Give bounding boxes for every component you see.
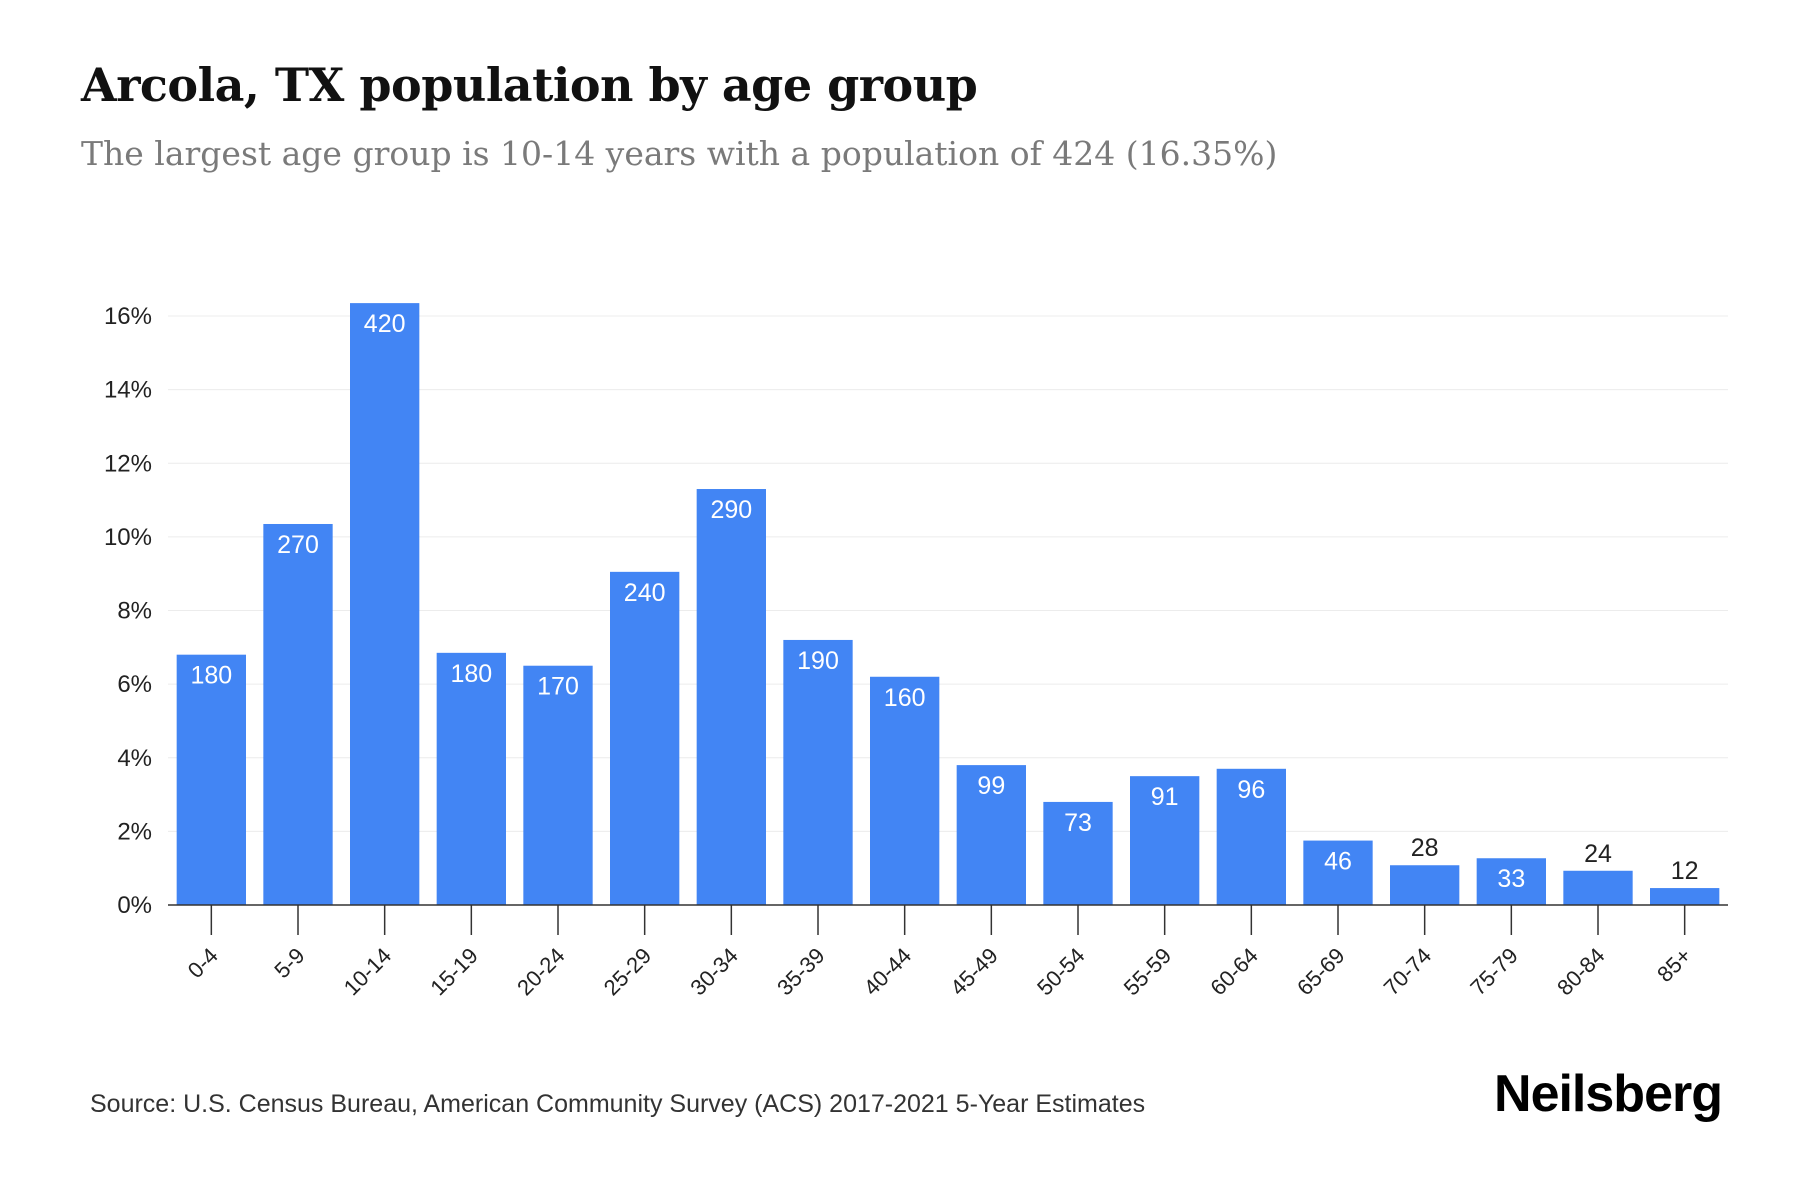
x-tick-label: 20-24 bbox=[512, 943, 569, 1000]
data-label: 12 bbox=[1671, 857, 1699, 885]
x-axis bbox=[168, 904, 1728, 935]
x-tick-label: 65-69 bbox=[1292, 943, 1349, 1000]
y-tick-label: 14% bbox=[104, 377, 152, 404]
data-label: 190 bbox=[797, 647, 839, 675]
data-label: 96 bbox=[1237, 776, 1265, 804]
bar-15-19 bbox=[436, 652, 506, 905]
bar-65-69 bbox=[1303, 840, 1373, 905]
x-tick-label: 40-44 bbox=[859, 943, 916, 1000]
data-label: 270 bbox=[277, 531, 319, 559]
data-labels: 180 270 420 180 170 240 290 190 160 99 73 91 96 46 28 3… bbox=[190, 310, 1698, 893]
y-tick-label: 2% bbox=[117, 818, 152, 845]
chart-title: Arcola, TX population by age group bbox=[81, 58, 978, 112]
x-tick-label: 35-39 bbox=[772, 943, 829, 1000]
chart-subtitle: The largest age group is 10-14 years wit… bbox=[81, 134, 1278, 173]
bar-80-84 bbox=[1563, 870, 1633, 905]
x-tick-label: 0-4 bbox=[183, 943, 223, 983]
grid-lines bbox=[168, 315, 1728, 906]
data-label: 240 bbox=[624, 579, 666, 607]
bar-55-59 bbox=[1130, 776, 1200, 905]
x-tick-label: 10-14 bbox=[339, 943, 396, 1000]
data-label: 91 bbox=[1151, 783, 1179, 811]
data-label: 99 bbox=[977, 772, 1005, 800]
data-label: 33 bbox=[1497, 865, 1525, 893]
bar-25-29 bbox=[610, 571, 680, 905]
x-tick-label: 80-84 bbox=[1552, 943, 1609, 1000]
data-label: 24 bbox=[1584, 840, 1612, 868]
x-tick-label: 15-19 bbox=[425, 943, 482, 1000]
data-label: 160 bbox=[884, 684, 926, 712]
x-tick-label: 75-79 bbox=[1465, 943, 1522, 1000]
data-label: 170 bbox=[537, 673, 579, 701]
bar-30-34 bbox=[696, 489, 766, 905]
y-tick-label: 4% bbox=[117, 745, 152, 772]
source-note: Source: U.S. Census Bureau, American Com… bbox=[90, 1090, 1146, 1118]
data-label: 180 bbox=[450, 660, 492, 688]
bar-45-49 bbox=[956, 765, 1026, 905]
x-tick-label: 50-54 bbox=[1032, 943, 1089, 1000]
bar-40-44 bbox=[870, 676, 940, 905]
x-tick-label: 70-74 bbox=[1379, 943, 1436, 1000]
data-label: 420 bbox=[364, 310, 406, 338]
data-label: 46 bbox=[1324, 848, 1352, 876]
x-tick-label: 30-34 bbox=[685, 943, 742, 1000]
x-tick-label: 25-29 bbox=[599, 943, 656, 1000]
y-axis-ticks: 0% 2% 4% 6% 8% 10% 12% 14% 16% bbox=[104, 303, 152, 919]
data-label: 180 bbox=[190, 662, 232, 690]
data-label: 28 bbox=[1411, 834, 1439, 862]
y-tick-label: 16% bbox=[104, 303, 152, 330]
bars bbox=[176, 303, 1720, 906]
bar-0-4 bbox=[176, 654, 246, 905]
x-tick-label: 60-64 bbox=[1205, 943, 1262, 1000]
y-tick-label: 0% bbox=[117, 892, 152, 919]
neilsberg-logo: Neilsberg bbox=[1494, 1065, 1723, 1123]
bar-50-54 bbox=[1043, 801, 1113, 905]
bar-75-79 bbox=[1476, 858, 1546, 905]
bar-20-24 bbox=[523, 665, 593, 905]
x-tick-label: 55-59 bbox=[1119, 943, 1176, 1000]
bar-60-64 bbox=[1216, 768, 1286, 905]
y-tick-label: 6% bbox=[117, 671, 152, 698]
x-tick-label: 45-49 bbox=[945, 943, 1002, 1000]
y-tick-label: 10% bbox=[104, 524, 152, 551]
data-label: 73 bbox=[1064, 809, 1092, 837]
x-tick-label: 85+ bbox=[1652, 943, 1696, 987]
bar-5-9 bbox=[263, 523, 333, 905]
bar-85+ bbox=[1650, 888, 1720, 905]
x-tick-label: 5-9 bbox=[269, 943, 309, 983]
bar-35-39 bbox=[783, 639, 853, 905]
bar-70-74 bbox=[1390, 865, 1460, 905]
y-tick-label: 12% bbox=[104, 450, 152, 477]
y-tick-label: 8% bbox=[117, 598, 152, 625]
bar-10-14 bbox=[350, 303, 420, 906]
data-label: 290 bbox=[710, 496, 752, 524]
x-axis-category-labels: 0-4 5-9 10-14 15-19 20-24 25-29 30-34 35-39 40-4… bbox=[183, 943, 1696, 1000]
